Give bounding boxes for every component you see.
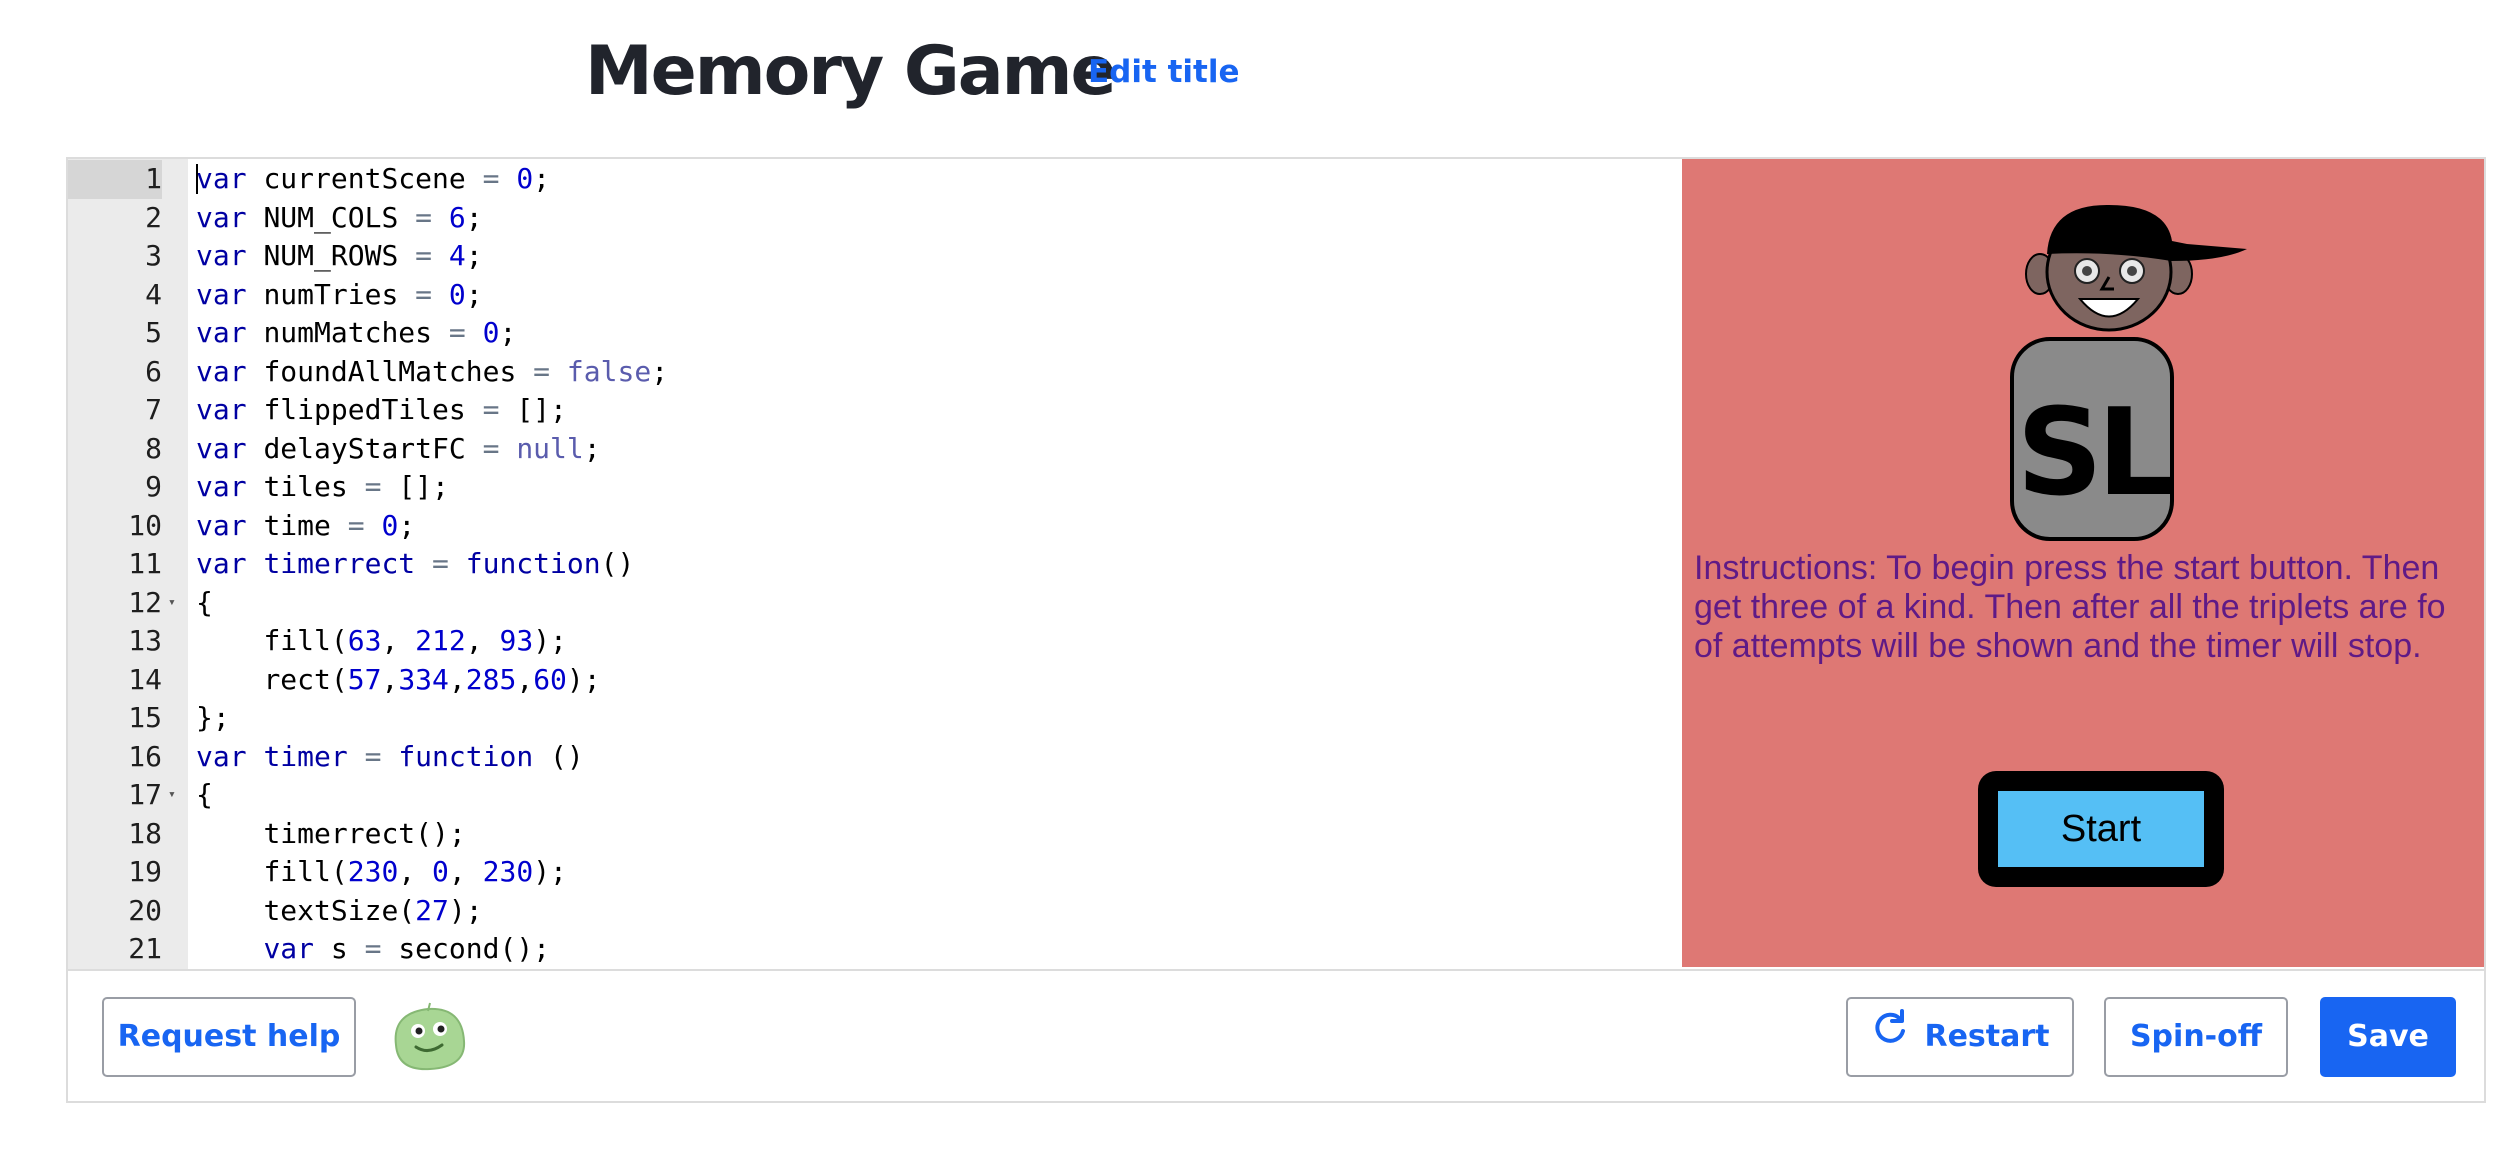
code-line[interactable]: 11 var timerrect = function() <box>68 545 1682 584</box>
code-line[interactable]: 3 var NUM_ROWS = 4; <box>68 237 1682 276</box>
page-title: Memory Game <box>585 32 1117 111</box>
code-text: var currentScene = 0; <box>196 162 551 195</box>
fold-toggle-icon[interactable]: ▾ <box>168 787 176 802</box>
code-line[interactable]: 15}; <box>68 699 1682 738</box>
program-output-canvas[interactable]: SL Instructions: To begin press the star… <box>1682 159 2484 967</box>
code-text: var tiles = []; <box>196 470 449 503</box>
code-text: textSize(27); <box>263 893 483 927</box>
line-number: 3 <box>145 239 162 272</box>
line-number: 10 <box>128 508 162 542</box>
code-text: rect(57,334,285,60); <box>263 662 601 696</box>
line-number: 1 <box>68 160 162 199</box>
code-line[interactable]: 4 var numTries = 0; <box>68 276 1682 315</box>
line-number: 12 <box>128 585 162 619</box>
code-text: fill(230, 0, 230); <box>263 855 567 888</box>
code-line[interactable]: 13 fill(63, 212, 93); <box>68 622 1682 661</box>
line-number-gutter <box>68 159 188 969</box>
mouth <box>2077 298 2141 318</box>
logo-badge <box>2010 337 2174 541</box>
code-text: var timerrect = function() <box>196 547 635 580</box>
code-line[interactable]: 20 textSize(27); <box>68 892 1682 931</box>
restart-label: Restart <box>1924 1019 2050 1054</box>
instructions-line: of attempts will be shown and the timer … <box>1694 627 2422 665</box>
code-line[interactable]: 17 ▾ { <box>68 776 1682 815</box>
code-line[interactable]: 7 var flippedTiles = []; <box>68 391 1682 430</box>
code-text: var NUM_COLS = 6; <box>196 200 483 234</box>
code-line[interactable]: 12 ▾ { <box>68 584 1682 623</box>
code-line[interactable]: 6 var foundAllMatches = false; <box>68 353 1682 392</box>
line-number: 14 <box>128 662 162 696</box>
cap <box>2047 204 2247 261</box>
line-number: 5 <box>145 316 162 349</box>
fold-toggle-icon[interactable]: ▾ <box>168 594 176 610</box>
code-text: var NUM_ROWS = 4; <box>196 239 483 272</box>
line-number: 19 <box>128 855 162 888</box>
line-number: 21 <box>128 932 162 965</box>
line-number: 8 <box>145 431 162 465</box>
logo-letters: SL <box>2017 384 2171 523</box>
code-text: var time = 0; <box>196 508 416 542</box>
spin-off-button[interactable]: Spin-off <box>2104 997 2288 1077</box>
line-number: 13 <box>128 624 162 657</box>
save-button[interactable]: Save <box>2320 997 2456 1077</box>
instructions-text: Instructions: To begin press the start b… <box>1694 549 2484 666</box>
code-line[interactable]: 10 var time = 0; <box>68 507 1682 546</box>
code-line[interactable]: 21 var s = second(); <box>68 930 1682 969</box>
line-number: 11 <box>128 547 162 580</box>
line-number: 17 <box>128 778 162 811</box>
line-number: 2 <box>145 200 162 234</box>
code-line[interactable]: 2 var NUM_COLS = 6; <box>68 199 1682 238</box>
code-line[interactable]: 18 timerrect(); <box>68 815 1682 854</box>
start-button-label: Start <box>1998 791 2204 867</box>
line-number: 15 <box>128 701 162 734</box>
line-number: 6 <box>145 354 162 388</box>
code-text: { <box>196 778 213 811</box>
bottom-toolbar: Request help Restart Spin-off Save <box>68 969 2484 1101</box>
code-line[interactable]: 1 var currentScene = 0; <box>68 160 1682 199</box>
code-line[interactable]: 19 fill(230, 0, 230); <box>68 853 1682 892</box>
program-panel: 1 var currentScene = 0; 2 var NUM_COLS = 6;… <box>66 157 2486 1103</box>
instructions-line: get three of a kind. Then after all the … <box>1694 588 2446 626</box>
code-line[interactable]: 14 rect(57,334,285,60); <box>68 661 1682 700</box>
code-line[interactable]: 5 var numMatches = 0; <box>68 314 1682 353</box>
code-text: var numTries = 0; <box>196 277 483 311</box>
code-text: var timer = function () <box>196 739 584 773</box>
code-line[interactable]: 16 var timer = function () <box>68 738 1682 777</box>
line-number: 18 <box>128 816 162 850</box>
line-number: 7 <box>145 393 162 426</box>
refresh-icon <box>1870 1000 1910 1076</box>
code-text: var foundAllMatches = false; <box>196 354 669 388</box>
code-text: { <box>196 585 213 619</box>
code-text: fill(63, 212, 93); <box>263 624 567 657</box>
line-number: 9 <box>145 470 162 503</box>
code-text: var s = second(); <box>263 932 551 965</box>
text-cursor <box>196 164 198 194</box>
code-editor[interactable]: 1 var currentScene = 0; 2 var NUM_COLS = 6;… <box>68 159 1682 969</box>
restart-button[interactable]: Restart <box>1846 997 2074 1077</box>
avatar-icon[interactable] <box>388 1001 468 1073</box>
code-text: var flippedTiles = []; <box>196 393 567 426</box>
character-logo: SL <box>2010 204 2247 541</box>
code-line[interactable]: 9 var tiles = []; <box>68 468 1682 507</box>
edit-title-link[interactable]: Edit title <box>1088 54 1240 90</box>
code-line[interactable]: 8 var delayStartFC = null; <box>68 430 1682 469</box>
code-text: timerrect(); <box>263 816 466 850</box>
line-number: 4 <box>145 277 162 311</box>
instructions-line: Instructions: To begin press the start b… <box>1694 549 2440 587</box>
code-text: var delayStartFC = null; <box>196 431 601 465</box>
start-button[interactable]: Start <box>1978 771 2224 887</box>
line-number: 16 <box>128 739 162 773</box>
code-text: }; <box>196 701 230 734</box>
line-number: 20 <box>128 893 162 927</box>
code-text: var numMatches = 0; <box>196 316 517 349</box>
request-help-button[interactable]: Request help <box>102 997 356 1077</box>
